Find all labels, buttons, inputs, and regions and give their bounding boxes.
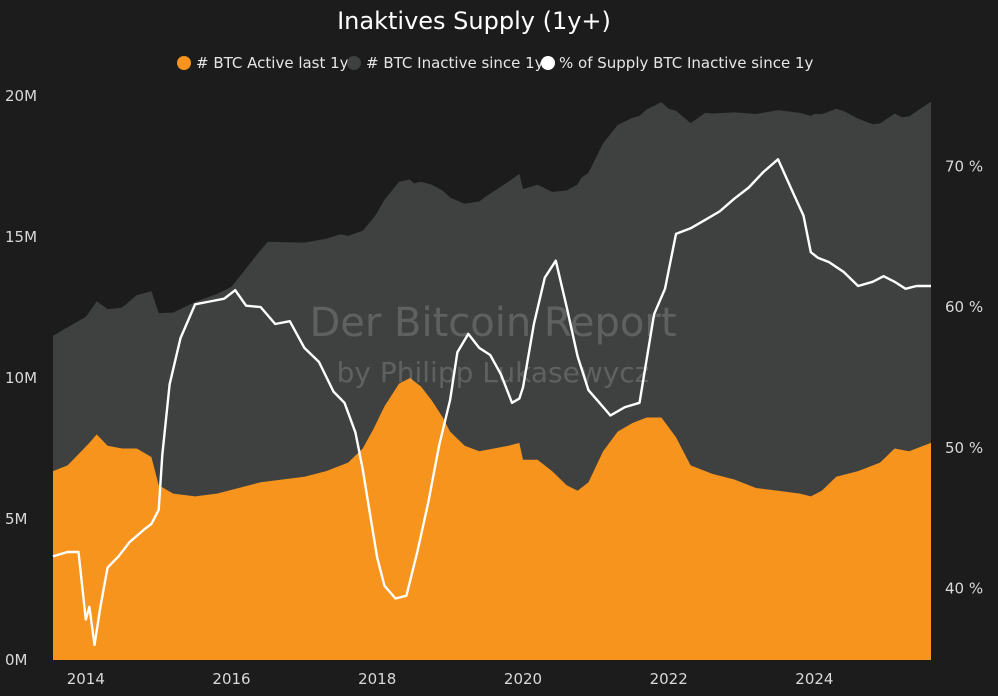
y-right-tick-label: 60 % (945, 298, 983, 316)
chart-title: Inaktives Supply (1y+) (337, 7, 611, 35)
x-tick-label: 2020 (504, 670, 542, 688)
legend-marker-active (177, 56, 191, 70)
y-right-tick-label: 70 % (945, 157, 983, 175)
legend-marker-inactive (347, 56, 361, 70)
y-axis-left: 0M 5M 10M 15M 20M (5, 87, 37, 669)
x-tick-label: 2014 (67, 670, 105, 688)
legend[interactable]: # BTC Active last 1y # BTC Inactive sinc… (177, 54, 814, 72)
x-tick-label: 2024 (795, 670, 833, 688)
series-area-active (53, 378, 931, 660)
legend-label-inactive: # BTC Inactive since 1y (366, 54, 544, 72)
x-axis: 2014 2016 2018 2020 2022 2024 (67, 670, 834, 688)
y-right-tick-label: 40 % (945, 580, 983, 598)
legend-item-percent[interactable]: % of Supply BTC Inactive since 1y (541, 54, 814, 72)
legend-marker-percent (541, 56, 555, 70)
plot-area: Der Bitcoin Report by Philipp Lukasewycz (52, 101, 931, 661)
y-axis-right: 40 % 50 % 60 % 70 % (945, 157, 983, 597)
watermark-line-1: Der Bitcoin Report (309, 300, 676, 346)
y-left-tick-label: 20M (5, 87, 37, 105)
y-left-tick-label: 10M (5, 369, 37, 387)
legend-label-active: # BTC Active last 1y (196, 54, 349, 72)
x-tick-label: 2018 (358, 670, 396, 688)
legend-item-active[interactable]: # BTC Active last 1y (177, 54, 349, 72)
y-left-tick-label: 15M (5, 228, 37, 246)
y-right-tick-label: 50 % (945, 439, 983, 457)
x-tick-label: 2016 (212, 670, 250, 688)
y-left-tick-label: 5M (5, 510, 28, 528)
legend-label-percent: % of Supply BTC Inactive since 1y (559, 54, 814, 72)
watermark: Der Bitcoin Report by Philipp Lukasewycz (309, 300, 676, 389)
series-line-percent (52, 158, 931, 647)
y-left-tick-label: 0M (5, 651, 28, 669)
legend-item-inactive[interactable]: # BTC Inactive since 1y (347, 54, 544, 72)
x-tick-label: 2022 (650, 670, 688, 688)
